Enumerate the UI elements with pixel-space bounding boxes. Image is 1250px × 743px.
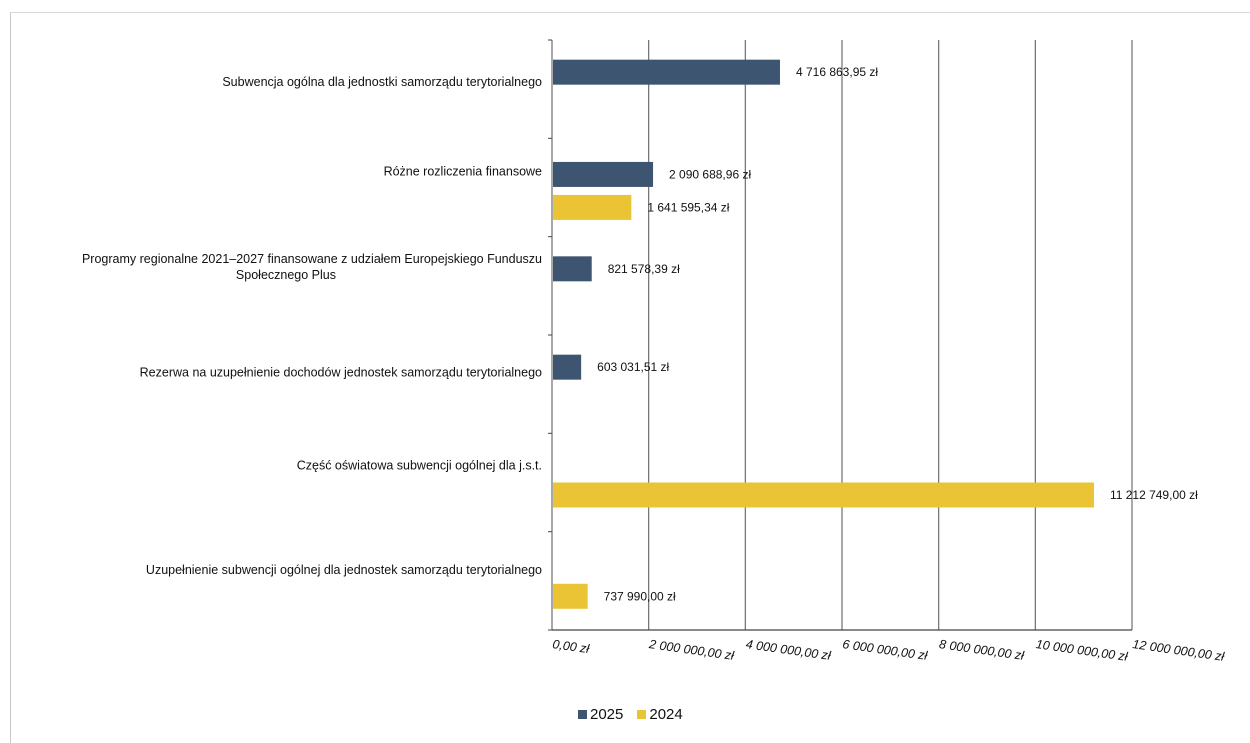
legend-swatch-2024	[637, 710, 647, 719]
x-tick-label-1: 2 000 000,00 zł	[647, 637, 736, 663]
x-tick-label-5: 10 000 000,00 zł	[1035, 637, 1130, 664]
x-tick-label-3: 6 000 000,00 zł	[842, 637, 930, 663]
bar-2025-0	[553, 59, 780, 85]
data-label-2025-3: 603 031,51 zł	[597, 360, 669, 374]
data-label-2025-2: 821 578,39 zł	[608, 262, 680, 276]
x-tick-label-6: 12 000 000,00 zł	[1132, 637, 1227, 664]
category-label-0: Subwencja ogólna dla jednostki samorządu…	[222, 75, 542, 89]
data-label-2025-0: 4 716 863,95 zł	[796, 65, 878, 79]
legend-label-2024: 2024	[649, 706, 683, 723]
data-label-2024-4: 11 212 749,00 zł	[1110, 488, 1198, 502]
bar-2025-3	[553, 354, 582, 380]
legend-item-2024: 2024	[637, 706, 683, 723]
x-tick-label-0: 0,00 zł	[552, 637, 592, 656]
bar-2025-1	[553, 161, 654, 187]
x-tick-label-2: 4 000 000,00 zł	[745, 637, 833, 663]
bar-2024-1	[553, 194, 632, 220]
chart-legend: 2025 2024	[578, 706, 697, 723]
category-label-4: Część oświatowa subwencji ogólnej dla j.…	[297, 459, 542, 473]
category-label-3: Rezerwa na uzupełnienie dochodów jednost…	[140, 365, 542, 379]
bar-2024-4	[553, 482, 1094, 508]
legend-item-2025: 2025	[578, 706, 623, 723]
data-label-2025-1: 2 090 688,96 zł	[669, 167, 751, 181]
chart-frame	[10, 12, 1250, 743]
legend-label-2025: 2025	[590, 706, 624, 723]
category-label-1: Różne rozliczenia finansowe	[384, 165, 542, 179]
category-label-2-line-1: Społecznego Plus	[236, 268, 336, 282]
x-tick-label-4: 8 000 000,00 zł	[938, 637, 1026, 663]
data-label-2024-5: 737 990,00 zł	[604, 589, 676, 603]
category-label-5: Uzupełnienie subwencji ogólnej dla jedno…	[146, 563, 542, 577]
bar-2024-5	[553, 583, 588, 609]
data-label-2024-1: 1 641 595,34 zł	[647, 200, 729, 214]
bar-2025-2	[553, 256, 592, 282]
category-label-2: Programy regionalne 2021–2027 finansowan…	[82, 252, 542, 266]
legend-swatch-2025	[578, 710, 587, 719]
